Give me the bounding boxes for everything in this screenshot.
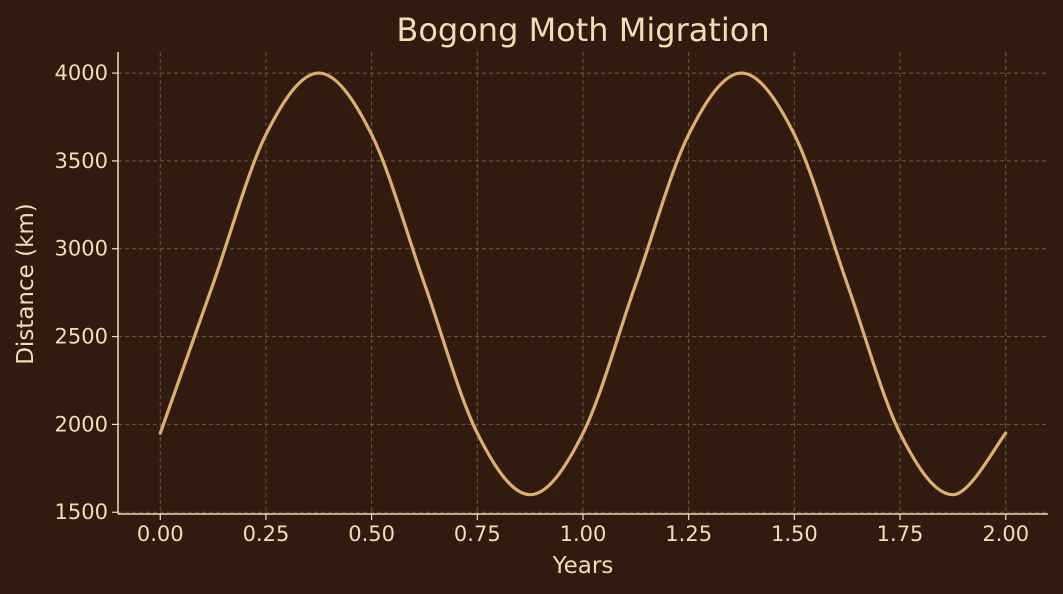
x-axis-label: Years (552, 553, 614, 579)
series-line (158, 71, 1008, 497)
y-tick-label: 1500 (55, 500, 108, 524)
y-tick-label: 3500 (55, 149, 108, 173)
tick-layer: 0.00 0.25 0.50 0.75 1.00 1.25 1.50 1.75 2.00 1500… (55, 61, 1030, 546)
x-tick-label: 1.25 (665, 522, 712, 546)
x-tick-label: 0.75 (454, 522, 501, 546)
y-tick-label: 3000 (55, 237, 108, 261)
grid (118, 52, 1048, 514)
x-tick-label: 0.00 (137, 522, 184, 546)
x-tick-label: 1.50 (771, 522, 818, 546)
y-tick-label: 2500 (55, 325, 108, 349)
x-tick-label: 1.00 (560, 522, 607, 546)
series-layer (158, 71, 1008, 497)
x-tick-label: 0.25 (243, 522, 290, 546)
x-tick-label: 1.75 (877, 522, 924, 546)
x-tick-label: 0.50 (348, 522, 395, 546)
chart-title: Bogong Moth Migration (396, 11, 769, 49)
x-tick-label: 2.00 (982, 522, 1029, 546)
y-tick-label: 2000 (55, 412, 108, 436)
y-tick-label: 4000 (55, 61, 108, 85)
y-axis-label: Distance (km) (13, 203, 39, 365)
